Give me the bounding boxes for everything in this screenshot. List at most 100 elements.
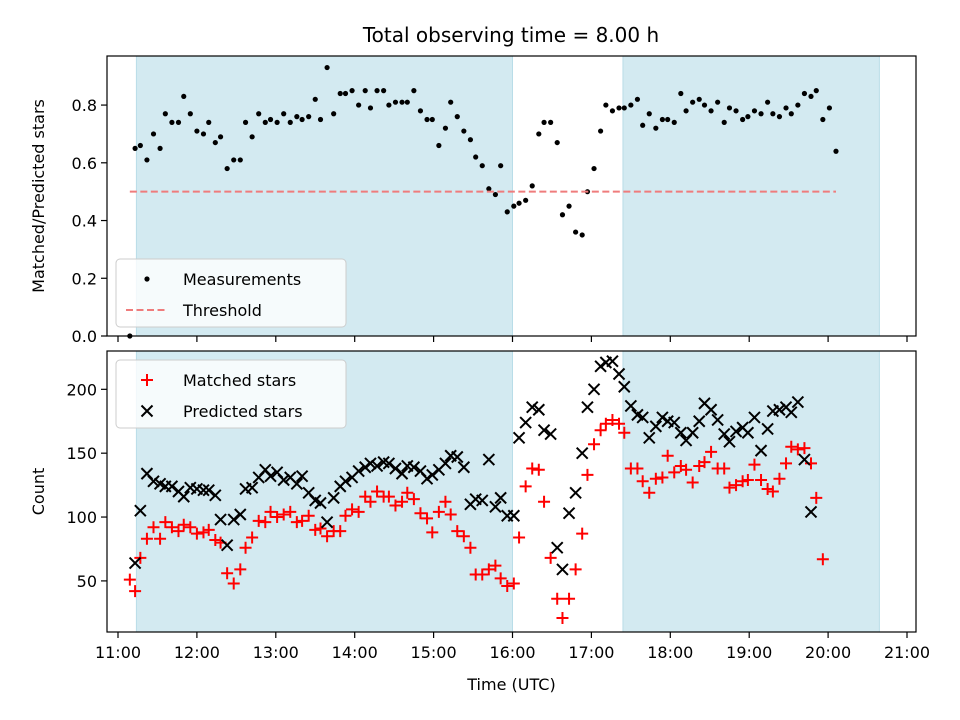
data-point [671, 119, 677, 125]
data-point [705, 445, 718, 458]
data-point [177, 490, 190, 503]
data-point [761, 422, 774, 436]
data-point [618, 426, 631, 439]
data-point [473, 154, 479, 160]
data-point [264, 505, 277, 518]
x-tick-label: 16:00 [489, 643, 535, 662]
data-point [287, 119, 293, 125]
data-point [221, 567, 234, 580]
data-point [123, 573, 136, 586]
data-point [726, 105, 733, 111]
data-point [386, 102, 392, 108]
data-point [748, 458, 761, 471]
data-point [536, 131, 542, 137]
data-point [206, 119, 212, 125]
data-point [780, 457, 793, 470]
x-tick-label: 19:00 [726, 643, 772, 662]
data-point [129, 585, 142, 598]
data-point [569, 563, 582, 576]
data-point [200, 131, 207, 137]
data-point [563, 592, 576, 605]
data-point [801, 90, 808, 97]
data-point [312, 96, 318, 102]
data-point [594, 424, 607, 437]
data-point [424, 116, 430, 123]
data-point [417, 108, 424, 114]
data-point [659, 116, 666, 123]
data-point [426, 468, 439, 482]
data-point [678, 90, 684, 97]
data-point [748, 411, 761, 424]
data-point [643, 431, 656, 445]
data-point [367, 105, 374, 111]
legend: Measurements Threshold [115, 258, 347, 328]
data-point [494, 572, 507, 585]
data-point [785, 406, 798, 419]
data-point [346, 503, 359, 516]
data-point [507, 509, 521, 522]
series-measurements [127, 64, 839, 339]
data-point [686, 426, 699, 439]
data-point [765, 99, 771, 105]
data-point [227, 577, 240, 590]
x-tick-label: 20:00 [805, 643, 851, 662]
data-point [544, 427, 557, 441]
data-point [214, 513, 227, 526]
series-matched-stars [123, 413, 829, 624]
data-point [159, 516, 172, 529]
y-tick-label: 200 [66, 380, 97, 399]
data-point [451, 450, 464, 464]
axes-frame [106, 55, 917, 337]
data-point [566, 203, 572, 209]
data-point [331, 111, 337, 117]
data-point [507, 577, 520, 590]
legend-label: Threshold [182, 301, 262, 320]
data-point [791, 395, 805, 409]
data-point [364, 457, 377, 470]
data-point [461, 128, 467, 134]
data-point [770, 111, 776, 117]
data-point [476, 568, 489, 581]
data-point [613, 417, 626, 430]
y-axis-label: Count [29, 468, 48, 516]
data-point [628, 102, 634, 108]
data-point [296, 514, 309, 527]
data-point [575, 446, 589, 460]
data-point [274, 119, 280, 125]
data-point [420, 472, 434, 485]
data-point [352, 505, 365, 518]
x-tick-label: 17:00 [568, 643, 614, 662]
data-point [327, 491, 340, 505]
data-point [773, 403, 786, 416]
ratio-panel: 0.0 0.2 0.4 0.6 0.8 Matched/Predicted stars Me… [29, 55, 917, 346]
data-point [202, 484, 215, 497]
data-point [245, 481, 259, 494]
data-point [634, 96, 641, 102]
data-point [594, 360, 607, 373]
data-point [723, 481, 736, 494]
data-point [147, 475, 160, 488]
data-point [776, 114, 783, 120]
data-point [432, 505, 445, 518]
data-point [494, 491, 507, 505]
data-point [256, 111, 262, 117]
data-point [674, 426, 688, 439]
data-point [264, 469, 277, 483]
data-point [541, 119, 547, 125]
data-point [588, 438, 601, 451]
data-point [556, 563, 569, 576]
data-point [785, 440, 798, 453]
data-point [826, 105, 833, 111]
data-point [721, 119, 727, 125]
data-point [162, 111, 168, 117]
data-point [649, 472, 662, 485]
data-point [479, 163, 485, 169]
data-point [729, 425, 743, 438]
data-point [317, 116, 324, 123]
data-point [150, 131, 157, 137]
data-point [573, 229, 579, 235]
data-point [740, 116, 746, 123]
data-point [342, 90, 349, 97]
y-tick-label: 0.8 [72, 96, 97, 115]
data-point [683, 108, 689, 114]
